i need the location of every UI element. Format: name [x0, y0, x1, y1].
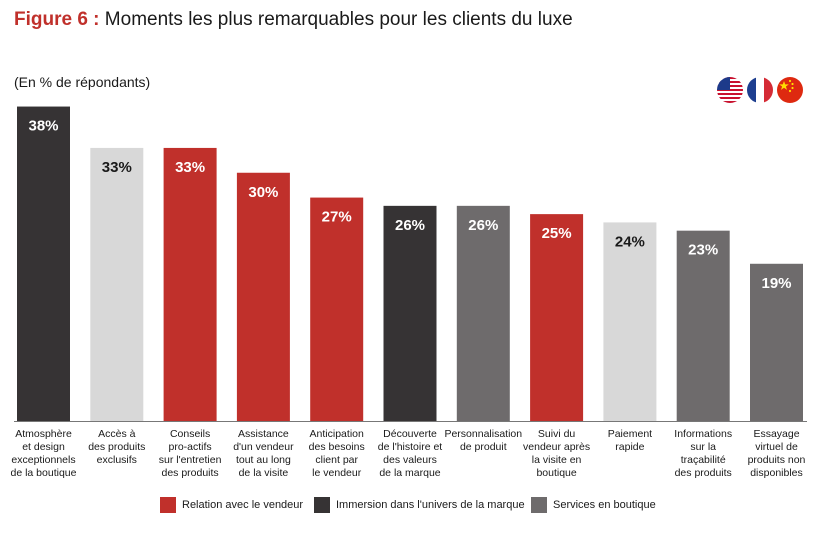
category-label-9: Informations sur la traçabilité des produit… — [674, 428, 732, 479]
legend-swatch-0 — [160, 497, 176, 513]
bar-1 — [90, 147, 144, 422]
bar-2 — [163, 147, 217, 422]
bar-value-label-7: 25% — [542, 225, 572, 242]
bar-3 — [236, 172, 290, 421]
category-label-3: Assistance d'un vendeur tout au long de la … — [233, 428, 294, 479]
bar-0 — [17, 106, 70, 422]
category-label-2: Conseils pro-actifs sur l'entretien des pro… — [159, 428, 222, 479]
legend-label-2: Services en boutique — [553, 499, 656, 511]
bar-10 — [750, 263, 803, 421]
bar-value-label-2: 33% — [175, 159, 205, 176]
bar-value-label-6: 26% — [468, 217, 498, 234]
bar-6 — [456, 205, 510, 421]
bar-value-label-1: 33% — [102, 159, 132, 176]
category-label-0: Atmosphère et design exceptionnels de la bo… — [11, 428, 77, 479]
legend-label-0: Relation avec le vendeur — [182, 499, 304, 511]
china-flag-icon — [777, 77, 803, 103]
legend-swatch-1 — [314, 497, 330, 513]
bar-value-label-10: 19% — [761, 275, 791, 292]
title-text: Moments les plus remarquables pour les c… — [104, 9, 573, 30]
chart-title: Figure 6 : Moments les plus remarquables… — [14, 9, 573, 31]
chart-subtitle: (En % de répondants) — [14, 74, 151, 90]
flags-group — [717, 77, 803, 103]
legend-item-1: Immersion dans l'univers de la marque — [314, 497, 525, 513]
bar-value-label-5: 26% — [395, 217, 425, 234]
bar-value-label-0: 38% — [28, 118, 58, 135]
category-label-10: Essayage virtuel de produits non disponible… — [748, 428, 806, 479]
legend-swatch-2 — [531, 497, 547, 513]
france-flag-icon — [747, 77, 773, 103]
legend-label-1: Immersion dans l'univers de la marque — [336, 499, 525, 511]
bar-8 — [603, 222, 657, 421]
category-label-5: Découverte de l'histoire et des valeurs de … — [378, 428, 443, 479]
category-label-6: Personnalisation de produit — [444, 428, 522, 453]
bar-value-label-4: 27% — [322, 209, 352, 226]
category-label-1: Accès à des produits exclusifs — [88, 428, 145, 466]
figure-label: Figure 6 : — [14, 9, 100, 30]
bar-4 — [310, 197, 364, 421]
legend-item-0: Relation avec le vendeur — [160, 497, 303, 513]
legend-item-2: Services en boutique — [531, 497, 656, 513]
bar-7 — [530, 214, 584, 421]
bar-value-label-9: 23% — [688, 242, 718, 259]
category-label-4: Anticipation des besoins client par le vend… — [309, 428, 365, 479]
bar-value-label-8: 24% — [615, 233, 645, 250]
bar-5 — [383, 205, 437, 421]
bar-9 — [676, 230, 730, 421]
category-label-8: Paiement rapide — [608, 428, 652, 453]
bar-value-label-3: 30% — [248, 184, 278, 201]
usa-flag-icon — [717, 77, 743, 103]
category-label-7: Suivi du vendeur après la visite en boutiqu… — [523, 428, 590, 479]
chart-legend: Relation avec le vendeur Immersion dans l… — [0, 497, 840, 517]
